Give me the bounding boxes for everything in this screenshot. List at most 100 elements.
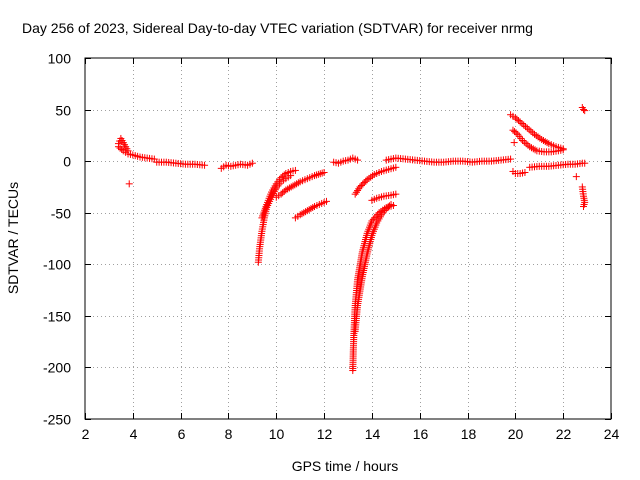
data-point — [538, 135, 546, 143]
data-point — [280, 171, 288, 179]
y-tick-label: 50 — [55, 103, 71, 119]
data-point — [365, 174, 373, 182]
data-point — [322, 197, 330, 205]
data-point — [201, 161, 209, 169]
data-point — [539, 137, 547, 145]
axis-ticks: 2 4 6 8 10 12 14 16 18 20 22 24100500-50-100-150-20… — [43, 51, 620, 443]
x-tick-label: 24 — [604, 426, 620, 442]
data-point — [543, 139, 551, 147]
data-point — [302, 208, 310, 216]
data-point — [521, 168, 529, 176]
data-point — [526, 143, 534, 151]
data-point — [527, 127, 535, 135]
x-tick-label: 14 — [365, 426, 381, 442]
data-point — [284, 185, 292, 193]
data-point — [287, 183, 295, 191]
data-point — [282, 186, 290, 194]
x-tick-label: 8 — [225, 426, 233, 442]
data-point — [522, 123, 530, 131]
data-point — [316, 170, 324, 178]
data-point — [368, 217, 376, 225]
data-point — [294, 179, 302, 187]
x-axis-label: GPS time / hours — [292, 458, 399, 474]
data-point — [581, 159, 589, 167]
data-point — [385, 202, 393, 210]
x-tick-label: 10 — [269, 426, 285, 442]
data-point — [529, 145, 537, 153]
data-point — [515, 117, 523, 125]
data-point — [307, 205, 315, 213]
data-point — [530, 130, 538, 138]
data-point — [520, 121, 528, 129]
data-point — [356, 183, 364, 191]
data-point — [523, 124, 531, 132]
data-point — [522, 140, 530, 148]
chart-title: Day 256 of 2023, Sidereal Day-to-day VTE… — [22, 20, 533, 36]
data-point — [510, 139, 518, 147]
data-point — [312, 171, 320, 179]
data-point — [507, 155, 515, 163]
data-point — [296, 211, 304, 219]
data-point — [534, 133, 542, 141]
x-tick-label: 20 — [508, 426, 524, 442]
y-tick-label: -100 — [43, 257, 71, 273]
y-tick-label: -50 — [51, 206, 71, 222]
y-tick-label: -200 — [43, 360, 71, 376]
data-point — [524, 141, 532, 149]
data-point — [303, 207, 311, 215]
x-tick-label: 12 — [317, 426, 333, 442]
data-point — [314, 170, 322, 178]
data-point — [529, 129, 537, 137]
data-point — [371, 214, 379, 222]
data-point — [580, 203, 588, 211]
gridlines — [85, 58, 611, 419]
data-point — [360, 179, 368, 187]
data-point — [369, 172, 377, 180]
data-point — [118, 145, 126, 153]
x-tick-label: 4 — [130, 426, 138, 442]
data-point — [300, 209, 308, 217]
data-point — [285, 184, 293, 192]
data-point — [580, 106, 588, 114]
data-point — [532, 132, 540, 140]
data-point — [512, 129, 520, 137]
data-point — [291, 166, 299, 174]
data-point — [559, 146, 567, 154]
data-point — [359, 180, 367, 188]
y-tick-label: 100 — [48, 51, 72, 67]
y-tick-label: -250 — [43, 412, 71, 428]
data-point — [536, 134, 544, 142]
data-point — [392, 190, 400, 198]
x-tick-label: 18 — [461, 426, 477, 442]
data-point — [291, 181, 299, 189]
data-point — [519, 137, 527, 145]
data-point — [387, 200, 395, 208]
data-point — [372, 212, 380, 220]
data-point — [357, 181, 365, 189]
y-tick-label: 0 — [63, 154, 71, 170]
data-point — [525, 126, 533, 134]
data-point — [289, 182, 297, 190]
x-tick-label: 6 — [178, 426, 186, 442]
data-point — [531, 146, 539, 154]
x-tick-label: 22 — [556, 426, 572, 442]
data-point — [352, 188, 360, 196]
data-point — [367, 173, 375, 181]
x-tick-label: 2 — [82, 426, 90, 442]
data-point — [309, 204, 317, 212]
data-point — [392, 163, 400, 171]
data-point — [518, 119, 526, 127]
data-point — [363, 176, 371, 184]
data-point — [520, 138, 528, 146]
plot-frame — [84, 57, 612, 420]
data-point — [581, 107, 589, 115]
y-axis-label: SDTVAR / TECUs — [5, 182, 21, 294]
data-point — [354, 156, 362, 164]
data-point — [541, 138, 549, 146]
data-point — [293, 180, 301, 188]
data-point — [298, 210, 306, 218]
data-point — [516, 118, 524, 126]
x-tick-label: 16 — [413, 426, 429, 442]
data-point — [248, 159, 256, 167]
